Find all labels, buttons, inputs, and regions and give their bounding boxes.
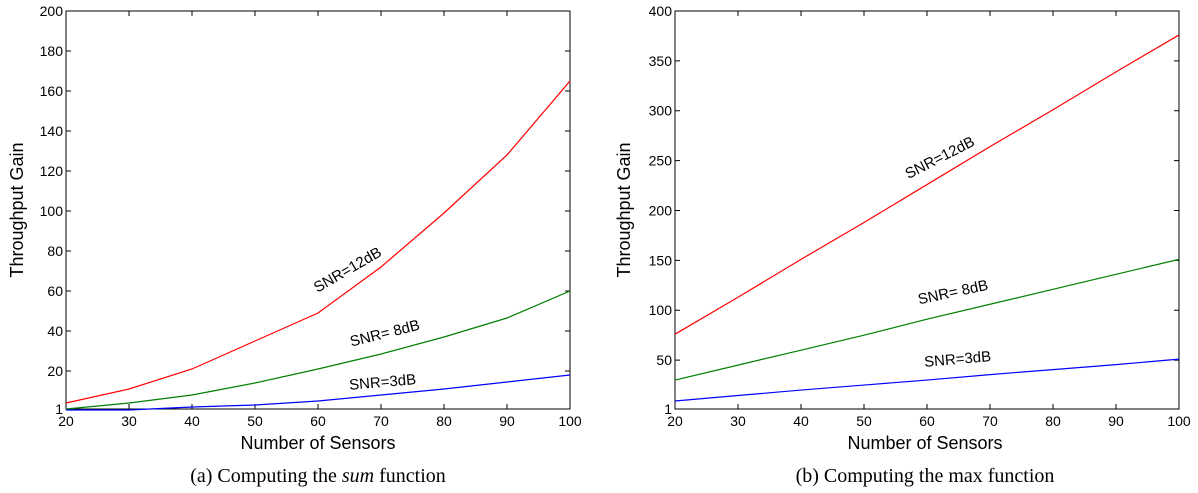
x-tick-label: 40 [793, 413, 809, 429]
chart-b-lines [674, 34, 1180, 402]
x-tick-label: 50 [856, 413, 872, 429]
chart-b-plot-frame [674, 10, 1180, 410]
x-tick-label: 80 [436, 413, 452, 429]
x-tick-label: 20 [58, 413, 74, 429]
y-tick-label: 120 [40, 163, 64, 179]
x-tick-label: 40 [184, 413, 200, 429]
chart-b-anno-snr3: SNR=3dB [923, 348, 991, 371]
chart-a-plot-frame [65, 10, 571, 410]
chart-a-x-ticks: 20 30 40 50 60 70 80 90 100 [58, 11, 582, 429]
series-line-0 [674, 34, 1180, 335]
y-tick-label: 140 [40, 123, 64, 139]
series-line-0 [65, 80, 571, 404]
y-tick-label: 160 [40, 83, 64, 99]
y-tick-label: 50 [656, 352, 672, 368]
chart-a-ylabel: Throughput Gain [7, 142, 27, 277]
chart-b-x-ticks: 20 30 40 50 60 70 80 90 100 [667, 11, 1191, 429]
y-tick-label: 180 [40, 43, 64, 59]
chart-a-xlabel: Number of Sensors [240, 433, 395, 453]
x-tick-label: 30 [730, 413, 746, 429]
x-tick-label: 60 [310, 413, 326, 429]
x-tick-label: 70 [982, 413, 998, 429]
chart-b-caption: (b) Computing the max function [796, 465, 1055, 487]
y-tick-label: 400 [649, 3, 673, 19]
x-tick-label: 60 [919, 413, 935, 429]
y-tick-label: 200 [649, 202, 673, 218]
y-tick-label: 250 [649, 153, 673, 169]
y-tick-label: 20 [47, 363, 63, 379]
x-tick-label: 100 [558, 413, 582, 429]
y-tick-label: 80 [47, 243, 63, 259]
y-tick-label: 100 [40, 203, 64, 219]
x-tick-label: 80 [1045, 413, 1061, 429]
chart-a-anno-snr12: SNR=12dB [311, 244, 385, 296]
y-tick-label: 300 [649, 103, 673, 119]
y-tick-label: 40 [47, 323, 63, 339]
series-line-1 [65, 290, 571, 410]
series-line-2 [674, 358, 1180, 402]
y-tick-label: 60 [47, 283, 63, 299]
chart-b-anno-snr8: SNR= 8dB [916, 277, 989, 308]
x-tick-label: 20 [667, 413, 683, 429]
chart-b-anno-snr12: SNR=12dB [902, 133, 977, 182]
x-tick-label: 90 [499, 413, 515, 429]
x-tick-label: 30 [121, 413, 137, 429]
chart-a-anno-snr3: SNR=3dB [348, 371, 416, 394]
chart-a-caption: (a) Computing the sum function [190, 465, 446, 487]
y-tick-label: 350 [649, 53, 673, 69]
y-tick-label: 100 [649, 302, 673, 318]
chart-a-lines [65, 80, 571, 411]
y-tick-label: 1 [664, 401, 672, 417]
x-tick-label: 70 [373, 413, 389, 429]
y-tick-label: 150 [649, 252, 673, 268]
series-line-2 [66, 374, 571, 411]
series-line-1 [674, 258, 1180, 381]
x-tick-label: 50 [247, 413, 263, 429]
x-tick-label: 90 [1108, 413, 1124, 429]
x-tick-label: 100 [1167, 413, 1191, 429]
y-tick-label: 200 [40, 3, 64, 19]
chart-b-ylabel: Throughput Gain [614, 142, 634, 277]
y-tick-label: 1 [55, 401, 63, 417]
chart-b-xlabel: Number of Sensors [847, 433, 1002, 453]
